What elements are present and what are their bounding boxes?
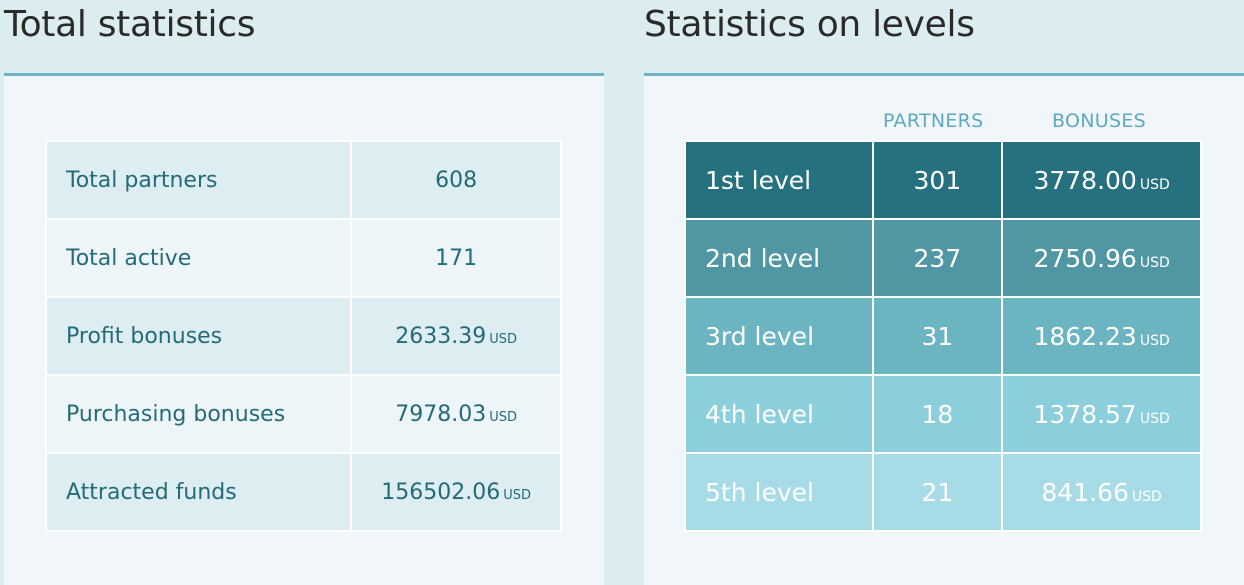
currency-unit: USD bbox=[1139, 176, 1170, 193]
level-partners: 237 bbox=[871, 218, 1004, 298]
row-label: Total partners bbox=[44, 140, 353, 220]
row-value: 156502.06 USD bbox=[350, 452, 562, 532]
value-number: 7978.03 bbox=[395, 401, 487, 427]
levels-table: 1st level 301 3778.00 USD 2nd level 237 2… bbox=[684, 140, 1202, 532]
table-row: Total partners 608 bbox=[44, 140, 562, 220]
currency-unit: USD bbox=[503, 487, 531, 503]
table-row: Attracted funds 156502.06 USD bbox=[44, 452, 562, 532]
levels-statistics-panel: PARTNERS BONUSES 1st level 301 3778.00 US… bbox=[644, 73, 1244, 585]
level-row: 3rd level 31 1862.23 USD bbox=[684, 296, 1202, 376]
row-value: 2633.39 USD bbox=[350, 296, 562, 376]
currency-unit: USD bbox=[1139, 254, 1170, 271]
levels-statistics-title: Statistics on levels bbox=[644, 4, 975, 45]
currency-unit: USD bbox=[1139, 410, 1170, 427]
total-statistics-table: Total partners 608 Total active 171 Prof… bbox=[44, 140, 562, 532]
bonus-number: 1862.23 bbox=[1033, 321, 1137, 351]
bonus-number: 2750.96 bbox=[1033, 243, 1137, 273]
table-row: Purchasing bonuses 7978.03 USD bbox=[44, 374, 562, 454]
currency-unit: USD bbox=[1131, 488, 1162, 505]
currency-unit: USD bbox=[489, 409, 517, 425]
bonus-number: 841.66 bbox=[1041, 477, 1129, 507]
level-row: 4th level 18 1378.57 USD bbox=[684, 374, 1202, 454]
total-statistics-title: Total statistics bbox=[4, 4, 256, 45]
value-number: 171 bbox=[435, 245, 478, 271]
value-number: 2633.39 bbox=[395, 323, 487, 349]
level-partners: 31 bbox=[871, 296, 1004, 376]
level-name: 1st level bbox=[684, 140, 874, 220]
level-name: 3rd level bbox=[684, 296, 874, 376]
bonus-number: 1378.57 bbox=[1033, 399, 1137, 429]
bonus-number: 3778.00 bbox=[1033, 165, 1137, 195]
row-label: Purchasing bonuses bbox=[44, 374, 353, 454]
level-name: 5th level bbox=[684, 452, 874, 532]
level-row: 1st level 301 3778.00 USD bbox=[684, 140, 1202, 220]
partners-column-header: PARTNERS bbox=[883, 110, 984, 132]
value-number: 156502.06 bbox=[381, 479, 501, 505]
currency-unit: USD bbox=[489, 331, 517, 347]
row-label: Profit bonuses bbox=[44, 296, 353, 376]
level-partners: 18 bbox=[871, 374, 1004, 454]
level-partners: 21 bbox=[871, 452, 1004, 532]
level-name: 2nd level bbox=[684, 218, 874, 298]
level-bonus: 1862.23 USD bbox=[1001, 296, 1202, 376]
level-row: 5th level 21 841.66 USD bbox=[684, 452, 1202, 532]
row-value: 171 bbox=[350, 218, 562, 298]
level-name: 4th level bbox=[684, 374, 874, 454]
level-bonus: 2750.96 USD bbox=[1001, 218, 1202, 298]
value-number: 608 bbox=[435, 167, 478, 193]
table-row: Profit bonuses 2633.39 USD bbox=[44, 296, 562, 376]
row-value: 608 bbox=[350, 140, 562, 220]
row-label: Total active bbox=[44, 218, 353, 298]
level-bonus: 841.66 USD bbox=[1001, 452, 1202, 532]
row-value: 7978.03 USD bbox=[350, 374, 562, 454]
level-bonus: 1378.57 USD bbox=[1001, 374, 1202, 454]
table-row: Total active 171 bbox=[44, 218, 562, 298]
level-bonus: 3778.00 USD bbox=[1001, 140, 1202, 220]
bonuses-column-header: BONUSES bbox=[1052, 110, 1147, 132]
currency-unit: USD bbox=[1139, 332, 1170, 349]
total-statistics-panel: Total partners 608 Total active 171 Prof… bbox=[4, 73, 604, 585]
level-row: 2nd level 237 2750.96 USD bbox=[684, 218, 1202, 298]
level-partners: 301 bbox=[871, 140, 1004, 220]
row-label: Attracted funds bbox=[44, 452, 353, 532]
